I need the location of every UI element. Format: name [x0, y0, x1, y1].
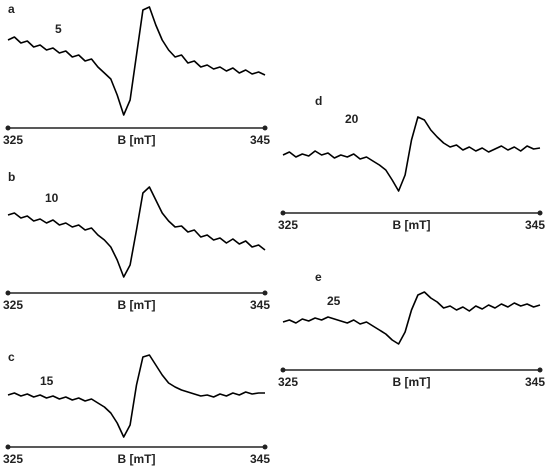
panel-label: a — [8, 2, 15, 16]
panel-label: d — [315, 94, 322, 108]
annotation: 5 — [55, 22, 62, 36]
x-axis-label: B [mT] — [118, 133, 156, 147]
x-tick — [280, 367, 286, 373]
annotation: 10 — [45, 191, 59, 205]
spectrum-line — [7, 6, 266, 116]
x-tick — [537, 367, 543, 373]
panel-label: b — [8, 170, 15, 184]
x-tick — [5, 444, 11, 450]
panel-label: e — [315, 270, 322, 284]
x-axis-label: B [mT] — [393, 218, 431, 232]
x-tick-label: 345 — [525, 375, 545, 389]
x-tick-label: 325 — [278, 218, 298, 232]
x-axis-label: B [mT] — [118, 298, 156, 312]
spectrum-line — [282, 291, 541, 345]
x-tick-label: 345 — [250, 133, 270, 147]
x-tick-label: 325 — [278, 375, 298, 389]
x-tick-label: 345 — [250, 452, 270, 466]
x-tick — [280, 210, 286, 216]
panel-label: c — [8, 350, 15, 364]
x-axis-label: B [mT] — [118, 452, 156, 466]
annotation: 15 — [40, 374, 54, 388]
x-tick — [262, 125, 268, 131]
x-tick-label: 345 — [525, 218, 545, 232]
x-tick — [5, 125, 11, 131]
annotation: 20 — [345, 112, 359, 126]
x-tick — [262, 444, 268, 450]
annotation: 25 — [327, 294, 341, 308]
x-tick-label: 325 — [3, 452, 23, 466]
x-axis-label: B [mT] — [393, 375, 431, 389]
x-tick-label: 325 — [3, 133, 23, 147]
x-tick — [262, 290, 268, 296]
spectrum-line — [7, 186, 266, 278]
spectrum-line — [282, 116, 541, 192]
x-tick-label: 325 — [3, 298, 23, 312]
x-tick — [537, 210, 543, 216]
x-tick-label: 345 — [250, 298, 270, 312]
x-tick — [5, 290, 11, 296]
spectrum-line — [7, 354, 265, 438]
